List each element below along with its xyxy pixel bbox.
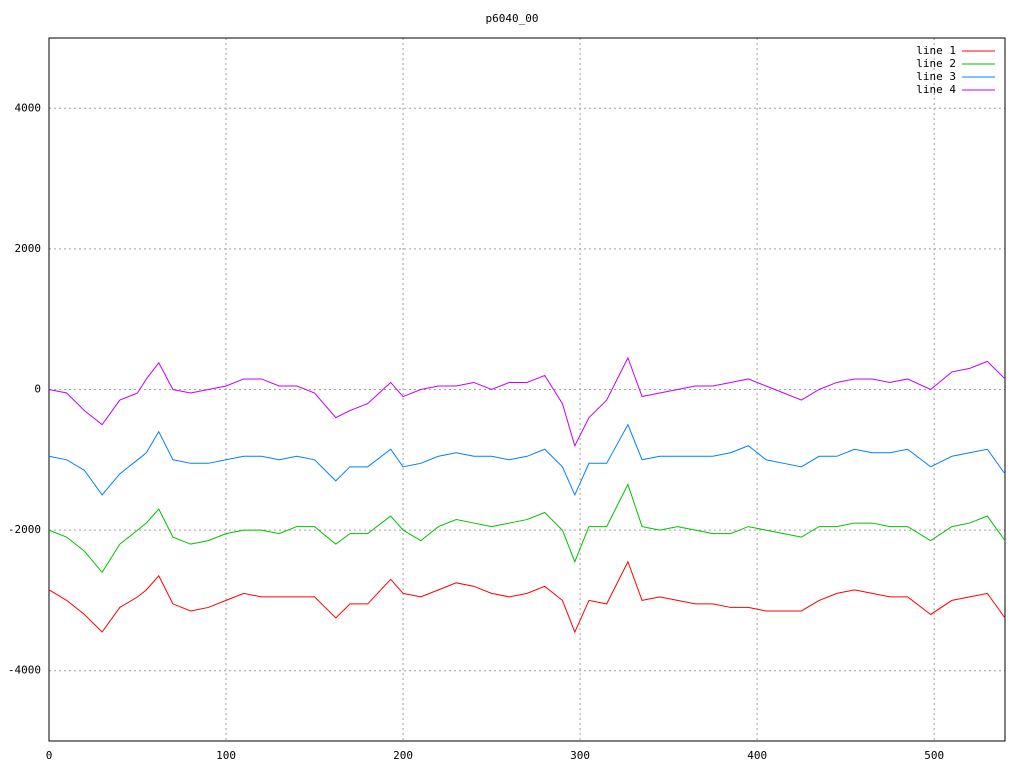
legend-label: line 4 <box>916 83 956 96</box>
data-line <box>48 483 1006 574</box>
legend-label: line 2 <box>916 57 956 70</box>
x-tick-label: 100 <box>216 749 236 762</box>
data-line <box>48 423 1006 497</box>
plot-frame <box>48 37 1006 742</box>
y-tick-label: -2000 <box>8 523 41 536</box>
x-tick-label: 300 <box>570 749 590 762</box>
legend-label: line 3 <box>916 70 956 83</box>
data-line <box>48 560 1006 634</box>
x-tick-label: 0 <box>46 749 53 762</box>
data-line <box>48 356 1006 448</box>
x-tick-label: 200 <box>393 749 413 762</box>
chart-title: p6040_00 <box>486 12 539 25</box>
x-tick-label: 400 <box>747 749 767 762</box>
y-tick-label: 4000 <box>15 101 42 114</box>
y-tick-label: -4000 <box>8 664 41 677</box>
x-tick-label: 500 <box>924 749 944 762</box>
y-tick-label: 2000 <box>15 242 42 255</box>
legend-label: line 1 <box>916 44 956 57</box>
y-tick-label: 0 <box>34 383 41 396</box>
